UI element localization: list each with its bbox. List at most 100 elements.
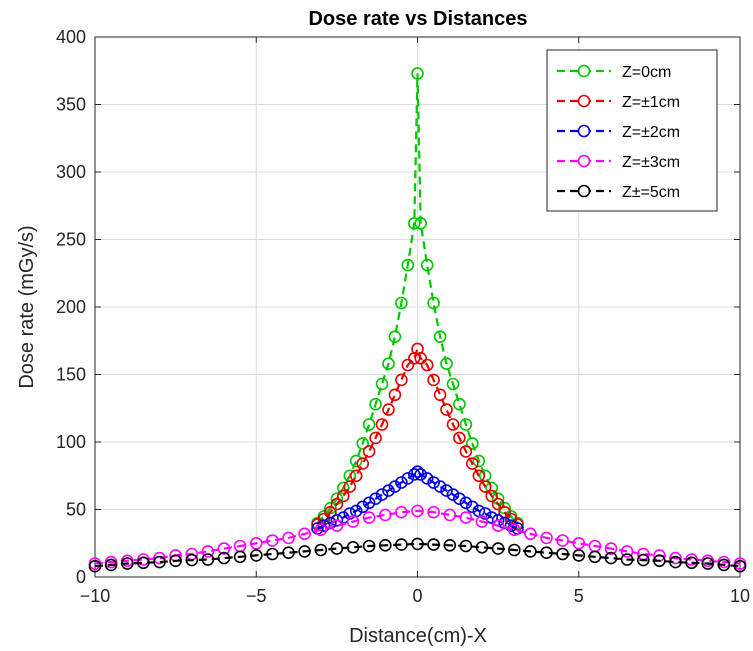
- data-point: [465, 457, 479, 470]
- data-point: [362, 418, 376, 431]
- data-point: [498, 516, 511, 530]
- data-point: [343, 480, 357, 493]
- data-point: [572, 549, 586, 562]
- data-point: [314, 543, 328, 557]
- data-point: [420, 358, 434, 372]
- data-point: [369, 431, 382, 445]
- data-point: [362, 445, 376, 458]
- data-point: [485, 481, 499, 495]
- data-point: [356, 500, 370, 514]
- y-tick-label: 300: [56, 162, 86, 182]
- data-point: [395, 476, 408, 489]
- data-point: [446, 418, 460, 431]
- data-point: [382, 484, 395, 497]
- legend-item: Z=0cm: [557, 64, 671, 81]
- data-point: [414, 468, 428, 481]
- data-point: [395, 296, 408, 310]
- data-point: [427, 296, 440, 310]
- data-point: [507, 543, 521, 557]
- data-point: [153, 555, 166, 569]
- data-point: [378, 538, 392, 552]
- data-point: [524, 545, 537, 558]
- data-point: [375, 377, 389, 391]
- data-point: [346, 515, 360, 528]
- data-point: [446, 377, 460, 391]
- data-point: [388, 330, 402, 344]
- data-point: [459, 511, 473, 524]
- legend-marker-sample: [577, 154, 591, 168]
- data-point: [401, 258, 415, 272]
- data-point: [388, 388, 402, 402]
- series-layer: [88, 67, 747, 573]
- data-point: [524, 527, 537, 541]
- data-point: [336, 489, 350, 503]
- legend-item: Z=±2cm: [557, 124, 680, 141]
- data-point: [282, 531, 295, 545]
- data-point: [485, 489, 499, 503]
- data-point: [717, 558, 731, 572]
- data-point: [330, 519, 344, 533]
- y-tick-label: 350: [56, 95, 86, 115]
- data-point: [411, 465, 424, 479]
- data-point: [491, 497, 505, 511]
- legend-item: Z=±1cm: [557, 94, 680, 111]
- y-tick-label: 0: [76, 567, 86, 587]
- legend-item: Z=±3cm: [557, 154, 680, 171]
- x-tick-label: −5: [246, 586, 267, 606]
- data-point: [121, 557, 134, 570]
- data-point: [433, 480, 447, 493]
- data-point: [185, 553, 199, 567]
- data-point: [685, 556, 698, 570]
- legend-label: Z=±2cm: [622, 124, 680, 141]
- data-point: [201, 545, 215, 558]
- data-point: [459, 496, 473, 510]
- data-point: [249, 536, 263, 550]
- data-point: [604, 551, 618, 565]
- x-tick-label: 5: [574, 586, 584, 606]
- data-point: [669, 551, 682, 565]
- data-point: [169, 554, 182, 568]
- data-point: [395, 538, 408, 551]
- data-point: [540, 531, 553, 545]
- data-point: [440, 403, 453, 416]
- data-point: [356, 437, 370, 450]
- data-point: [491, 519, 505, 533]
- y-tick-label: 200: [56, 297, 86, 317]
- data-point: [420, 258, 434, 272]
- data-point: [336, 481, 350, 495]
- x-tick-label: 10: [730, 586, 750, 606]
- data-point: [420, 472, 434, 485]
- legend-item: Z±=5cm: [557, 184, 680, 201]
- series-line: [316, 345, 519, 526]
- data-point: [465, 500, 479, 514]
- data-point: [453, 431, 466, 445]
- data-point: [324, 516, 337, 530]
- y-tick-label: 100: [56, 432, 86, 452]
- data-point: [153, 551, 166, 565]
- data-point: [427, 373, 440, 387]
- data-point: [446, 488, 460, 501]
- y-tick-label: 250: [56, 230, 86, 250]
- data-point: [701, 557, 715, 570]
- legend: Z=0cm Z=±1cm Z=±2cm Z=±3cm Z±=5cm: [546, 49, 718, 212]
- legend-label: Z±=5cm: [622, 184, 680, 201]
- data-point: [137, 556, 150, 570]
- data-point: [443, 538, 457, 552]
- y-tick-label: 50: [66, 500, 86, 520]
- y-tick-label: 400: [56, 27, 86, 47]
- data-point: [411, 537, 424, 551]
- data-point: [407, 217, 421, 230]
- data-point: [349, 469, 363, 483]
- data-point: [298, 527, 311, 541]
- data-point: [504, 519, 518, 533]
- series-4: [88, 537, 747, 573]
- data-point: [362, 539, 376, 553]
- data-point: [478, 507, 492, 520]
- data-point: [427, 538, 440, 551]
- data-point: [395, 505, 408, 519]
- data-point: [427, 505, 440, 519]
- data-point: [475, 515, 489, 528]
- data-point: [433, 330, 447, 344]
- y-tick-label: 150: [56, 365, 86, 385]
